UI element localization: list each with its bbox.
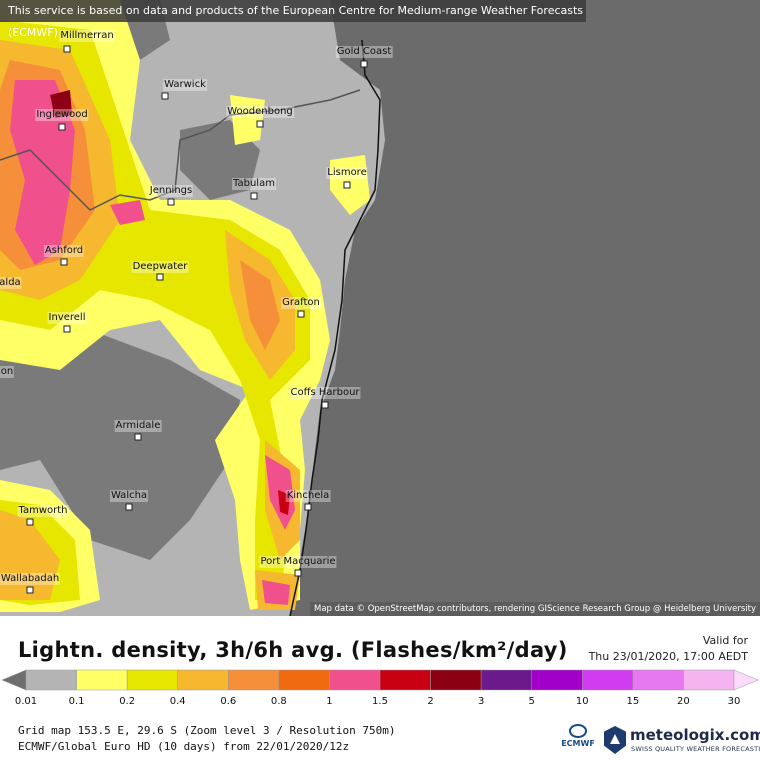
place-label: Gold Coast bbox=[335, 46, 393, 58]
scale-swatch bbox=[177, 669, 229, 691]
place-label: Wallabadah bbox=[0, 573, 61, 585]
forecast-map[interactable]: This service is based on data and produc… bbox=[0, 0, 760, 616]
scale-tick-label: 0.6 bbox=[220, 696, 237, 707]
density-0-6 bbox=[0, 510, 60, 600]
density-1-5 bbox=[110, 200, 145, 225]
scale-swatch bbox=[683, 669, 735, 691]
scale-swatch bbox=[329, 669, 381, 691]
place-marker bbox=[343, 181, 351, 189]
density-3 bbox=[50, 90, 72, 118]
map-canvas bbox=[0, 0, 385, 616]
scale-swatch bbox=[582, 669, 634, 691]
color-scale bbox=[1, 669, 759, 691]
scale-swatch bbox=[25, 669, 77, 691]
place-label: Port Macquarie bbox=[259, 556, 337, 568]
valid-date: Thu 23/01/2020, 17:00 AEDT bbox=[588, 650, 748, 663]
ecmwf-logo-text: ECMWF bbox=[561, 739, 595, 748]
legend-title: Lightn. density, 3h/6h avg. (Flashes/km²… bbox=[18, 638, 568, 662]
map-attribution[interactable]: Map data © OpenStreetMap contributors, r… bbox=[310, 602, 760, 616]
density-0-8 bbox=[240, 260, 280, 350]
scale-swatch bbox=[430, 669, 482, 691]
scale-tick-label: 0.2 bbox=[119, 696, 136, 707]
place-label: Woodenbong bbox=[226, 106, 294, 118]
valid-label: Valid for bbox=[702, 634, 748, 647]
scale-tick-label: 15 bbox=[626, 696, 640, 707]
place-label: Tamworth bbox=[17, 505, 69, 517]
grid-info: Grid map 153.5 E, 29.6 S (Zoom level 3 /… bbox=[18, 724, 396, 737]
scale-tick-label: 0.8 bbox=[270, 696, 287, 707]
land-dark-patch bbox=[0, 330, 240, 560]
scale-tick-label: 10 bbox=[575, 696, 589, 707]
scale-tick-label: 2 bbox=[427, 696, 434, 707]
place-label: Inglewood bbox=[35, 109, 89, 121]
place-label: Lismore bbox=[326, 167, 368, 179]
place-label: Kinchela bbox=[285, 490, 331, 502]
scale-tick-label: 20 bbox=[677, 696, 690, 707]
place-label: Deepwater bbox=[131, 261, 189, 273]
meteologix-shield-icon bbox=[604, 726, 626, 754]
scale-tick-label: 1.5 bbox=[372, 696, 388, 707]
scale-swatch bbox=[379, 669, 431, 691]
density-2 bbox=[278, 490, 290, 515]
place-marker bbox=[26, 586, 34, 594]
ecmwf-banner: This service is based on data and produc… bbox=[0, 0, 586, 39]
place-label: Warwick bbox=[163, 79, 207, 91]
scale-tick-label: 0.4 bbox=[169, 696, 186, 707]
place-marker bbox=[161, 92, 169, 100]
scale-swatch bbox=[278, 669, 330, 691]
scale-ticks: 0.01 0.1 0.2 0.4 0.6 0.8 1 1.5 2 3 5 10 15 20 30 bbox=[0, 696, 760, 710]
scale-swatch bbox=[126, 669, 178, 691]
scale-swatch bbox=[632, 669, 684, 691]
place-marker bbox=[58, 123, 66, 131]
coastline bbox=[289, 39, 381, 616]
scale-swatch bbox=[1, 669, 27, 691]
place-label: Tabulam bbox=[232, 178, 276, 190]
state-border bbox=[0, 89, 361, 211]
place-marker bbox=[256, 120, 264, 128]
place-marker bbox=[60, 258, 68, 266]
place-label: Jennings bbox=[148, 185, 194, 197]
ecmwf-globe-icon bbox=[569, 724, 587, 738]
scale-swatch bbox=[733, 669, 759, 691]
place-label: on bbox=[0, 366, 15, 378]
place-marker bbox=[63, 45, 71, 53]
place-label: Grafton bbox=[281, 297, 321, 309]
place-marker bbox=[294, 569, 302, 577]
place-label: Walcha bbox=[109, 490, 149, 502]
legend-panel: Lightn. density, 3h/6h avg. (Flashes/km²… bbox=[0, 616, 760, 760]
scale-swatch bbox=[480, 669, 532, 691]
scale-swatch bbox=[531, 669, 583, 691]
place-marker bbox=[321, 401, 329, 409]
place-marker bbox=[297, 310, 305, 318]
place-marker bbox=[63, 325, 71, 333]
scale-tick-label: 1 bbox=[326, 696, 333, 707]
place-label: alda bbox=[0, 277, 22, 289]
place-marker bbox=[360, 60, 368, 68]
place-label: Inverell bbox=[47, 312, 87, 324]
place-marker bbox=[250, 192, 258, 200]
scale-tick-label: 30 bbox=[727, 696, 741, 707]
place-marker bbox=[134, 433, 142, 441]
place-label: Millmerran bbox=[59, 30, 115, 42]
scale-swatch bbox=[76, 669, 128, 691]
brand-tagline: SWISS QUALITY WEATHER FORECASTING bbox=[631, 745, 760, 753]
scale-tick-label: 5 bbox=[528, 696, 535, 707]
place-marker bbox=[167, 198, 175, 206]
brand-name: meteologix.com bbox=[630, 726, 760, 744]
place-label: Ashford bbox=[43, 245, 85, 257]
scale-tick-label: 3 bbox=[477, 696, 485, 707]
place-marker bbox=[26, 518, 34, 526]
place-marker bbox=[156, 273, 164, 281]
model-info: ECMWF/Global Euro HD (10 days) from 22/0… bbox=[18, 740, 350, 753]
scale-tick-label: 0.01 bbox=[14, 696, 38, 707]
place-marker bbox=[304, 503, 312, 511]
place-label: Coffs Harbour bbox=[289, 387, 361, 399]
ecmwf-logo[interactable]: ECMWF bbox=[558, 724, 598, 748]
density-1-5 bbox=[262, 580, 290, 605]
scale-swatch bbox=[228, 669, 280, 691]
place-label: Armidale bbox=[114, 420, 162, 432]
scale-tick-label: 0.1 bbox=[68, 696, 85, 707]
place-marker bbox=[125, 503, 133, 511]
density-0-2 bbox=[230, 95, 265, 145]
